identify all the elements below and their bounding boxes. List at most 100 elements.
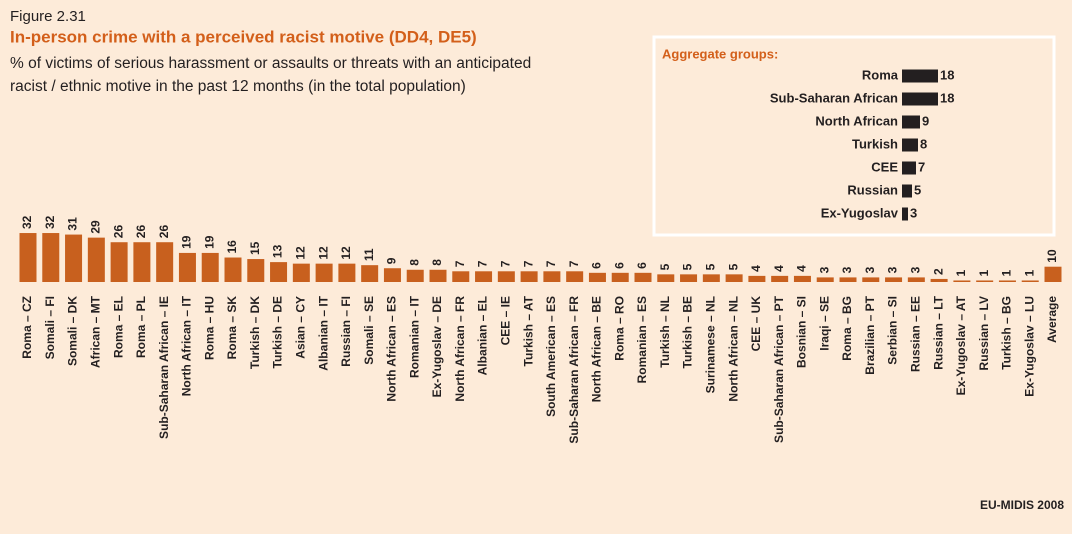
value-label: 7 <box>567 260 581 267</box>
bar <box>771 275 789 282</box>
x-tick-label: Sub-Saharan African – IE <box>157 296 171 439</box>
bar <box>224 257 242 282</box>
x-tick-label: CEE – IE <box>499 296 513 345</box>
value-label: 16 <box>225 240 239 254</box>
x-tick-label: Albanian – EL <box>476 296 490 375</box>
x-tick-label: Somali – SE <box>362 296 376 365</box>
value-label: 7 <box>476 260 490 267</box>
bar <box>748 275 766 282</box>
x-tick-label: Iraqi – SE <box>817 296 831 351</box>
x-tick-label: Asian – CY <box>294 296 308 359</box>
value-label: 3 <box>909 266 923 273</box>
bar <box>885 277 903 282</box>
value-label: 3 <box>840 266 854 273</box>
bar <box>725 274 743 282</box>
value-label: 3 <box>910 205 917 220</box>
value-label: 26 <box>111 225 125 239</box>
x-tick-label: North African – BE <box>590 296 604 402</box>
x-tick-label: South American – ES <box>544 296 558 417</box>
x-tick-label: Brazilian – PT <box>863 295 877 374</box>
bar <box>902 184 912 198</box>
value-label: 7 <box>918 159 925 174</box>
bar <box>588 272 606 282</box>
y-tick-label: CEE <box>871 159 898 174</box>
value-label: 6 <box>612 262 626 269</box>
value-label: 9 <box>385 257 399 264</box>
bar <box>976 280 994 282</box>
x-tick-label: Serbian – SI <box>886 296 900 365</box>
y-tick-label: Russian <box>847 182 898 197</box>
x-tick-label: Turkish – NL <box>658 296 672 368</box>
value-label: 3 <box>886 266 900 273</box>
x-tick-label: CEE – UK <box>749 296 763 352</box>
value-label: 7 <box>544 260 558 267</box>
x-tick-label: North African – NL <box>726 296 740 402</box>
inset-title: Aggregate groups: <box>662 46 778 61</box>
bar <box>452 271 470 282</box>
bar <box>110 242 128 282</box>
bar <box>902 92 938 106</box>
bar <box>201 252 219 282</box>
x-tick-label: Russian – LT <box>931 295 945 369</box>
x-tick-label: Roma – HU <box>202 296 216 360</box>
x-tick-label: Somali – FI <box>43 296 57 359</box>
value-label: 8 <box>430 259 444 266</box>
value-label: 3 <box>817 266 831 273</box>
bar <box>902 138 918 152</box>
value-label: 18 <box>940 67 954 82</box>
value-label: 2 <box>931 268 945 275</box>
bar <box>657 274 675 282</box>
x-tick-label: Ex-Yugoslav – LU <box>1022 296 1036 397</box>
x-tick-label: Turkish – DE <box>271 296 285 368</box>
value-label: 12 <box>316 246 330 260</box>
value-label: 6 <box>635 262 649 269</box>
x-tick-label: Bosnian – SI <box>795 296 809 368</box>
value-label: 7 <box>521 260 535 267</box>
y-tick-label: Turkish <box>852 136 898 151</box>
value-label: 4 <box>749 265 763 272</box>
bar <box>315 263 333 282</box>
x-tick-label: Ex-Yugoslav – DE <box>430 296 444 397</box>
x-tick-label: Russian – FI <box>339 296 353 367</box>
bar <box>702 274 720 282</box>
bar <box>475 271 493 282</box>
value-label: 12 <box>339 246 353 260</box>
value-label: 7 <box>499 260 513 267</box>
value-label: 5 <box>726 263 740 270</box>
value-label: 8 <box>920 136 927 151</box>
x-tick-label: Roma – EL <box>111 296 125 358</box>
x-tick-label: Roma – BG <box>840 296 854 361</box>
value-label: 5 <box>914 182 921 197</box>
value-label: 4 <box>772 265 786 272</box>
x-tick-label: Sub-Saharan African – FR <box>567 296 581 444</box>
x-tick-label: Turkish – AT <box>521 295 535 366</box>
value-label: 19 <box>202 235 216 249</box>
bar <box>497 271 515 282</box>
value-label: 26 <box>157 225 171 239</box>
bar <box>292 263 310 282</box>
x-tick-label: Average <box>1045 296 1059 343</box>
bar <box>902 69 938 83</box>
y-tick-label: Sub-Saharan African <box>770 90 898 105</box>
x-tick-label: North African – IT <box>180 295 194 396</box>
bar <box>520 271 538 282</box>
bar <box>998 280 1016 282</box>
bar <box>247 259 265 282</box>
value-label: 1 <box>954 269 968 276</box>
bar <box>543 271 561 282</box>
x-tick-label: Roma – SK <box>225 296 239 360</box>
value-label: 13 <box>271 244 285 258</box>
bar <box>902 161 916 175</box>
x-tick-label: Russian – LV <box>977 296 991 370</box>
bar <box>1044 266 1062 282</box>
value-label: 11 <box>362 248 376 261</box>
x-tick-label: Romanian – IT <box>407 295 421 378</box>
value-label: 31 <box>66 217 80 231</box>
inset-box <box>652 35 1056 237</box>
value-label: 19 <box>180 235 194 249</box>
value-label: 26 <box>134 225 148 239</box>
value-label: 10 <box>1045 249 1059 263</box>
x-tick-label: Russian – EE <box>909 296 923 372</box>
x-tick-label: Turkish – DK <box>248 296 262 369</box>
